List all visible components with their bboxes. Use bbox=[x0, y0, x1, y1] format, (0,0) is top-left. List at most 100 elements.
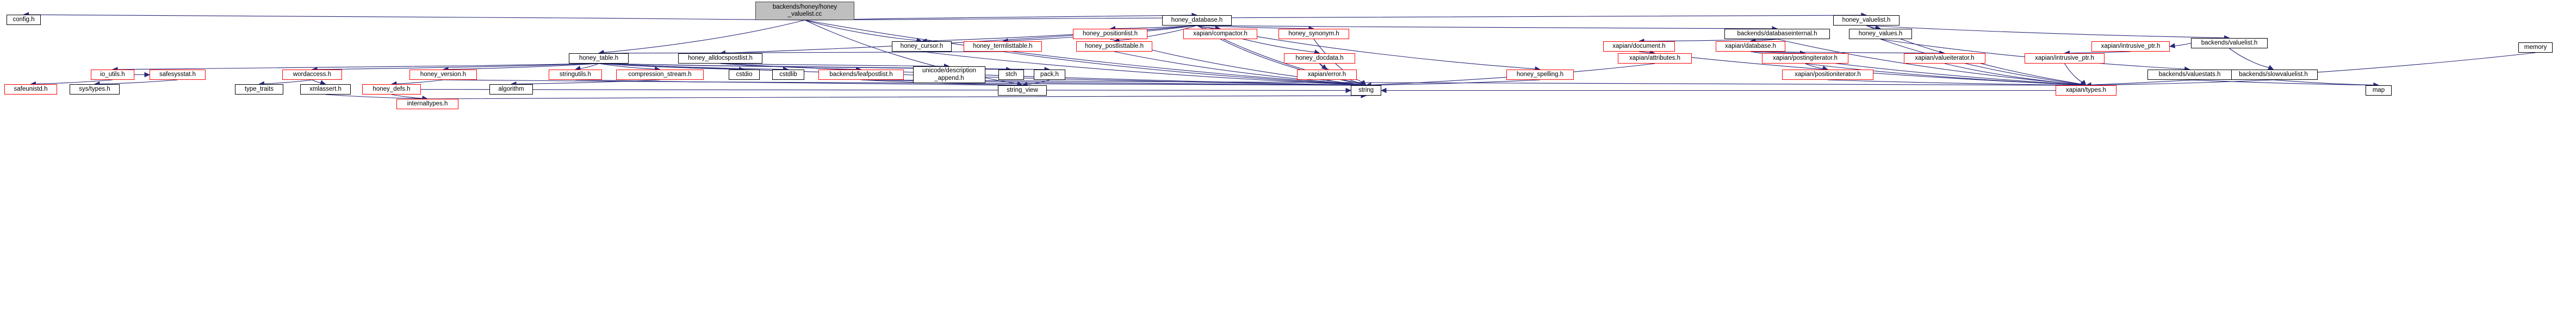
graph-node[interactable]: honey_table.h bbox=[569, 53, 629, 64]
graph-node[interactable]: honey_postlisttable.h bbox=[1076, 41, 1152, 52]
graph-node[interactable]: xapian/error.h bbox=[1297, 70, 1357, 80]
graph-node[interactable]: xapian/postingiterator.h bbox=[1762, 53, 1848, 64]
graph-node[interactable]: stch bbox=[998, 70, 1024, 80]
graph-node[interactable]: honey_cursor.h bbox=[892, 41, 952, 52]
graph-node[interactable]: xapian/compactor.h bbox=[1183, 29, 1257, 39]
graph-edge-arrowhead bbox=[2267, 65, 2274, 70]
graph-edge bbox=[2229, 48, 2269, 68]
graph-node[interactable]: xapian/types.h bbox=[2056, 85, 2116, 96]
graph-edge bbox=[99, 79, 178, 85]
graph-edge bbox=[1196, 25, 1216, 29]
graph-node[interactable]: io_utils.h bbox=[91, 70, 134, 80]
graph-node[interactable]: string bbox=[1351, 85, 1381, 96]
graph-edge bbox=[1115, 25, 1197, 29]
graph-edge bbox=[926, 25, 1197, 42]
graph-edge bbox=[720, 63, 856, 70]
graph-edge bbox=[2090, 79, 2274, 86]
graph-edge bbox=[391, 94, 423, 99]
graph-node[interactable]: honey_positionlist.h bbox=[1073, 29, 1147, 39]
graph-edge-arrowhead bbox=[1360, 80, 1367, 86]
graph-edge bbox=[448, 63, 599, 70]
graph-node[interactable]: honey_alldocspostlist.h bbox=[678, 53, 762, 64]
graph-node[interactable]: honey_spelling.h bbox=[1506, 70, 1574, 80]
graph-node[interactable]: honey_version.h bbox=[409, 70, 477, 80]
graph-edge bbox=[396, 79, 444, 84]
graph-node[interactable]: compression_stream.h bbox=[616, 70, 704, 80]
graph-node[interactable]: xmlassert.h bbox=[300, 84, 351, 95]
graph-edge bbox=[1866, 25, 1877, 28]
graph-edge bbox=[1827, 79, 2082, 86]
graph-edge bbox=[598, 63, 784, 70]
graph-edge bbox=[2174, 42, 2192, 46]
graph-node[interactable]: algorithm bbox=[489, 84, 533, 95]
graph-node[interactable]: backends/databaseinternal.h bbox=[1724, 29, 1830, 39]
graph-edge bbox=[598, 63, 740, 70]
graph-edge bbox=[516, 79, 660, 85]
graph-edge bbox=[2090, 52, 2536, 85]
graph-edge bbox=[1027, 79, 1050, 85]
graph-node[interactable]: pack.h bbox=[1034, 70, 1065, 80]
graph-node[interactable]: unicode/description _append.h bbox=[913, 66, 985, 83]
graph-node[interactable]: honey_values.h bbox=[1849, 29, 1912, 39]
graph-node[interactable]: cstdlib bbox=[772, 70, 804, 80]
graph-node[interactable]: type_traits bbox=[235, 84, 283, 95]
graph-node[interactable]: memory bbox=[2518, 42, 2553, 53]
graph-node[interactable]: xapian/document.h bbox=[1603, 41, 1675, 52]
graph-edge bbox=[1638, 51, 2082, 85]
graph-node[interactable]: config.h bbox=[7, 15, 41, 25]
graph-node[interactable]: honey_docdata.h bbox=[1284, 53, 1355, 64]
graph-edge bbox=[804, 15, 1862, 21]
graph-node[interactable]: safeunistd.h bbox=[4, 84, 57, 95]
graph-node[interactable]: sys/types.h bbox=[70, 84, 120, 95]
graph-edge bbox=[603, 20, 805, 53]
graph-edge bbox=[580, 63, 599, 69]
graph-node[interactable]: wordaccess.h bbox=[282, 70, 342, 80]
graph-edge bbox=[720, 63, 945, 67]
graph-edge bbox=[804, 20, 917, 41]
graph-node[interactable]: stringutils.h bbox=[549, 70, 602, 80]
graph-edge bbox=[598, 63, 655, 70]
graph-node[interactable]: internaltypes.h bbox=[396, 99, 458, 109]
graph-edge bbox=[312, 79, 321, 84]
graph-edge bbox=[28, 14, 805, 21]
graph-node[interactable]: honey_defs.h bbox=[362, 84, 421, 95]
graph-edge-arrowhead bbox=[1345, 87, 1352, 93]
graph-edge-arrowhead bbox=[1321, 64, 1327, 70]
graph-node[interactable]: xapian/valueiterator.h bbox=[1904, 53, 1985, 64]
graph-edge bbox=[1638, 51, 1650, 53]
graph-node[interactable]: string_view bbox=[998, 85, 1047, 96]
graph-node[interactable]: backends/leafpostlist.h bbox=[818, 70, 904, 80]
graph-edge bbox=[804, 15, 1193, 21]
graph-node[interactable]: xapian/intrusive_ptr.h bbox=[2091, 41, 2170, 52]
graph-node[interactable]: xapian/attributes.h bbox=[1618, 53, 1692, 64]
graph-node[interactable]: map bbox=[2366, 85, 2392, 96]
graph-edge bbox=[325, 94, 423, 99]
graph-edge bbox=[1326, 79, 1362, 85]
graph-node[interactable]: backends/honey/honey _valuelist.cc bbox=[755, 2, 854, 20]
graph-node[interactable]: honey_valuelist.h bbox=[1833, 15, 1900, 26]
graph-node[interactable]: honey_synonym.h bbox=[1278, 29, 1349, 39]
graph-edge bbox=[1755, 39, 1778, 41]
graph-edge-arrowhead bbox=[1360, 80, 1367, 86]
graph-edge bbox=[35, 79, 113, 85]
graph-node[interactable]: cstdio bbox=[729, 70, 760, 80]
graph-edge bbox=[316, 63, 599, 70]
graph-node[interactable]: backends/valuestats.h bbox=[2147, 70, 2232, 80]
graph-edge bbox=[264, 79, 313, 84]
graph-edge bbox=[1944, 63, 2082, 85]
graph-node[interactable]: xapian/database.h bbox=[1716, 41, 1785, 52]
graph-node[interactable]: backends/valuelist.h bbox=[2191, 38, 2268, 48]
graph-edge-arrowhead bbox=[2169, 43, 2176, 48]
graph-node[interactable]: xapian/intrusive_ptr.h bbox=[2025, 53, 2105, 64]
graph-node[interactable]: safesysstat.h bbox=[150, 70, 206, 80]
graph-edge bbox=[427, 95, 1362, 99]
graph-node[interactable]: honey_database.h bbox=[1162, 15, 1232, 26]
graph-edge bbox=[1370, 79, 1541, 86]
graph-edge bbox=[1866, 25, 2225, 39]
graph-edge bbox=[2273, 79, 2374, 86]
graph-edge bbox=[443, 79, 1362, 86]
graph-node[interactable]: honey_termlisttable.h bbox=[964, 41, 1042, 52]
graph-node[interactable]: backends/slowvaluelist.h bbox=[2229, 70, 2318, 80]
graph-edge-arrowhead bbox=[144, 72, 151, 78]
graph-node[interactable]: xapian/positioniterator.h bbox=[1782, 70, 1873, 80]
